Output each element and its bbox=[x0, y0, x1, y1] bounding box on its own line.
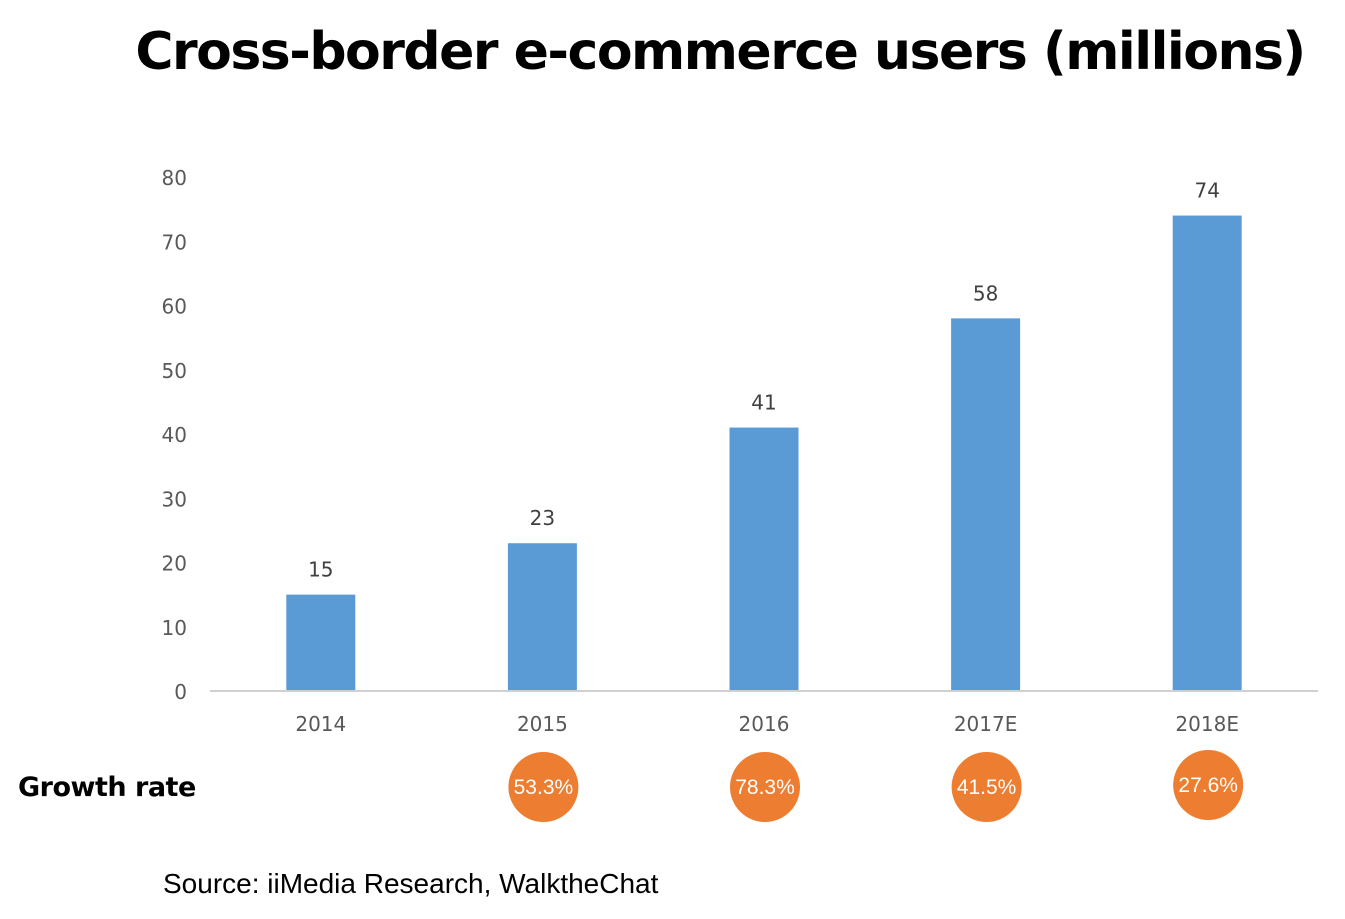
y-tick-label: 10 bbox=[162, 616, 187, 640]
growth-rate-badges: 53.3% 78.3% 41.5% 27.6% bbox=[508, 750, 1244, 822]
y-tick-label: 70 bbox=[162, 230, 187, 254]
bar-data-label: 15 bbox=[308, 558, 333, 582]
bar-data-label: 23 bbox=[530, 506, 555, 530]
bar-2016 bbox=[729, 427, 799, 691]
bars bbox=[286, 215, 1242, 692]
x-axis-ticks: 2014 2015 2016 2017E 2018E bbox=[295, 712, 1239, 736]
x-tick-label: 2014 bbox=[295, 712, 346, 736]
y-tick-label: 60 bbox=[162, 295, 187, 319]
y-tick-label: 40 bbox=[162, 423, 187, 447]
bar-data-label: 58 bbox=[973, 281, 998, 305]
x-tick-label: 2017E bbox=[954, 712, 1018, 736]
x-tick-label: 2015 bbox=[517, 712, 568, 736]
x-tick-label: 2018E bbox=[1175, 712, 1239, 736]
growth-badge-2015 bbox=[508, 752, 579, 822]
bar-2018e bbox=[1172, 215, 1242, 692]
bar-data-label: 41 bbox=[751, 391, 776, 415]
growth-rate-value: 78.3% bbox=[735, 776, 795, 799]
bar-2015 bbox=[507, 543, 577, 691]
y-tick-label: 20 bbox=[162, 552, 187, 576]
y-tick-label: 80 bbox=[162, 166, 187, 190]
bar-2017e bbox=[951, 318, 1021, 691]
growth-badge-2016 bbox=[730, 752, 800, 822]
y-axis-ticks: 0 10 20 30 40 50 60 70 80 bbox=[162, 166, 187, 704]
growth-rate-value: 41.5% bbox=[957, 776, 1017, 799]
growth-badge-2018e bbox=[1173, 750, 1244, 820]
bar-2014 bbox=[286, 594, 356, 691]
chart-title: Cross-border e-commerce users (millions) bbox=[135, 22, 1306, 82]
x-tick-label: 2016 bbox=[739, 712, 790, 736]
growth-rate-value: 27.6% bbox=[1178, 774, 1238, 797]
y-tick-label: 50 bbox=[162, 359, 187, 383]
growth-rate-label: Growth rate bbox=[18, 772, 196, 803]
growth-rate-value: 53.3% bbox=[514, 776, 574, 799]
bar-data-labels: 15 23 41 58 74 bbox=[308, 179, 1220, 582]
source-note: Source: iiMedia Research, WalktheChat bbox=[163, 868, 659, 899]
bar-data-label: 74 bbox=[1194, 179, 1219, 203]
y-tick-label: 0 bbox=[174, 680, 187, 704]
growth-badge-2017e bbox=[951, 752, 1022, 822]
y-tick-label: 30 bbox=[162, 487, 187, 511]
